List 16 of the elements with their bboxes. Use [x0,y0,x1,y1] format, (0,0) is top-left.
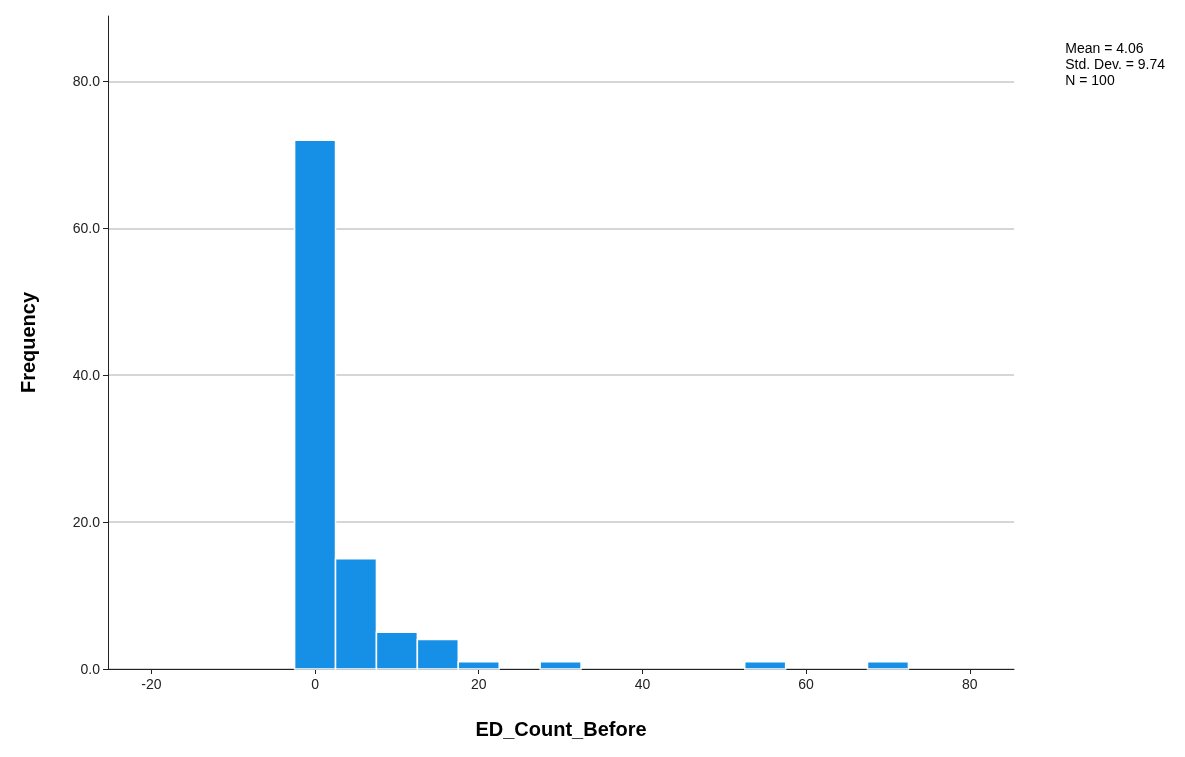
x-tick-label: 60 [798,676,815,692]
x-tick-label: -20 [141,676,162,692]
y-tick-label: 40.0 [72,367,101,384]
x-tick-label: 40 [634,676,651,692]
x-tick-label: 80 [962,676,978,692]
text: Mean = 4.06 [1065,40,1144,56]
y-tick-label: 0.0 [80,661,101,677]
y-tick-label: 60.0 [72,220,101,237]
x-tick-label: 20 [470,676,487,692]
text: Std. Dev. = 9.74 [1065,56,1166,72]
y-tick-label: 20.0 [72,514,101,531]
y-axis-title: Frequency [17,291,39,394]
x-tick-label: 0 [311,676,320,692]
text: N = 100 [1065,72,1115,88]
x-axis-title: ED_Count_Before [475,718,647,740]
y-tick-label: 80.0 [72,73,101,90]
